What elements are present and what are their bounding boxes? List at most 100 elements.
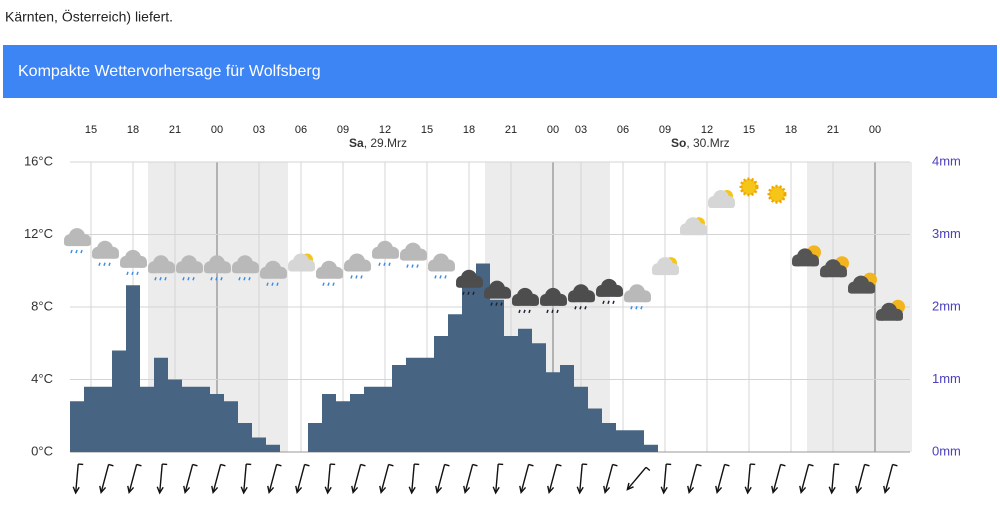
cloud-part bbox=[120, 260, 147, 268]
wind-arrow bbox=[99, 463, 114, 495]
rain-drop bbox=[248, 277, 251, 281]
wind-shaft bbox=[159, 463, 163, 493]
wind-shaft bbox=[436, 464, 446, 492]
x-tick-label: 15 bbox=[743, 124, 755, 136]
wind-shaft bbox=[128, 464, 138, 492]
weather-icon bbox=[176, 255, 203, 281]
y-tick-label: 12°C bbox=[24, 226, 53, 241]
weather-icon bbox=[400, 242, 427, 268]
wind-shaft bbox=[688, 464, 698, 492]
rain-drop bbox=[276, 282, 279, 286]
wind-head bbox=[351, 485, 359, 495]
weather-icon bbox=[512, 287, 539, 314]
wind-head bbox=[547, 485, 555, 495]
cloud-part bbox=[372, 251, 399, 259]
wind-arrow bbox=[324, 463, 336, 495]
cloud-part bbox=[148, 266, 175, 274]
rain-drop bbox=[355, 275, 358, 279]
header-bar bbox=[3, 45, 997, 98]
wind-shaft bbox=[747, 463, 751, 493]
precip-bar bbox=[154, 357, 168, 452]
wind-shaft bbox=[856, 464, 866, 492]
rain-drop bbox=[243, 277, 246, 281]
rain-drop bbox=[416, 264, 419, 268]
wind-head bbox=[883, 485, 891, 495]
rain-drop bbox=[378, 262, 381, 266]
wind-head bbox=[828, 486, 836, 495]
wind-head bbox=[576, 486, 584, 495]
wind-barb bbox=[388, 463, 394, 467]
precip-bar bbox=[364, 386, 378, 452]
wind-arrow bbox=[547, 463, 562, 495]
wind-arrow bbox=[799, 463, 814, 495]
cloud-part bbox=[652, 268, 679, 276]
rain-drop bbox=[266, 282, 269, 286]
wind-arrow bbox=[626, 466, 651, 491]
precip-bar bbox=[630, 430, 644, 452]
wind-head bbox=[855, 485, 863, 495]
wind-arrow bbox=[687, 463, 702, 495]
rain-drop bbox=[528, 309, 531, 314]
wind-barb bbox=[192, 463, 198, 467]
header-title: Kompakte Wettervorhersage für Wolfsberg bbox=[18, 63, 321, 80]
x-tick-label: 03 bbox=[253, 124, 265, 136]
cloud-part bbox=[316, 271, 343, 279]
cloud-part bbox=[176, 266, 203, 274]
y-tick-label: 0°C bbox=[31, 443, 53, 458]
cloud-part bbox=[680, 228, 707, 236]
rain-drop bbox=[164, 277, 167, 281]
wind-shaft bbox=[772, 464, 782, 492]
precip-bar bbox=[210, 394, 224, 452]
precip-bar bbox=[546, 372, 560, 452]
wind-barb bbox=[645, 466, 651, 472]
weather-icon bbox=[120, 249, 147, 276]
wind-arrow bbox=[771, 463, 786, 495]
cloud-part bbox=[64, 239, 91, 247]
wind-shaft bbox=[800, 464, 810, 492]
y2-tick-label: 3mm bbox=[932, 226, 961, 241]
rain-drop bbox=[630, 306, 633, 310]
wind-shaft bbox=[327, 463, 331, 493]
x-tick-label: 03 bbox=[575, 124, 587, 136]
wind-barb bbox=[276, 463, 282, 467]
wind-shaft bbox=[495, 463, 499, 493]
x-tick-label: 18 bbox=[463, 124, 475, 136]
wind-arrow bbox=[408, 463, 420, 495]
cloud-part bbox=[848, 286, 875, 294]
y2-tick-label: 1mm bbox=[932, 371, 961, 386]
wind-arrow bbox=[576, 463, 588, 495]
wind-arrow bbox=[211, 463, 226, 495]
wind-head bbox=[771, 485, 779, 495]
cloud-part bbox=[792, 259, 819, 267]
wind-shaft bbox=[296, 464, 306, 492]
x-tick-label: 21 bbox=[505, 124, 517, 136]
rain-drop bbox=[238, 277, 241, 281]
wind-barb bbox=[612, 463, 618, 467]
rain-drop bbox=[388, 262, 391, 266]
wind-barb bbox=[864, 463, 870, 467]
rain-drop bbox=[192, 277, 195, 281]
precip-bar bbox=[448, 314, 462, 452]
sun bbox=[739, 177, 759, 197]
precip-bar bbox=[140, 386, 154, 452]
wind-arrow bbox=[744, 463, 756, 495]
wind-head bbox=[267, 485, 275, 495]
wind-head bbox=[99, 485, 107, 495]
rain-drop bbox=[640, 306, 643, 310]
wind-arrow bbox=[463, 463, 478, 495]
wind-shaft bbox=[352, 464, 362, 492]
wind-head bbox=[519, 485, 527, 495]
y-tick-label: 8°C bbox=[31, 298, 53, 313]
cloud-part bbox=[288, 264, 315, 272]
cloud-part bbox=[596, 289, 623, 297]
weather-icon bbox=[792, 245, 821, 267]
weather-icon bbox=[540, 287, 567, 314]
precip-bar bbox=[238, 423, 252, 452]
wind-arrow bbox=[156, 463, 168, 495]
rain-drop bbox=[332, 282, 335, 286]
x-tick-label: 00 bbox=[211, 124, 223, 136]
day-label: So, 30.Mrz bbox=[671, 136, 730, 150]
wind-head bbox=[626, 482, 634, 491]
rain-drop bbox=[439, 275, 442, 279]
x-tick-label: 06 bbox=[295, 124, 307, 136]
